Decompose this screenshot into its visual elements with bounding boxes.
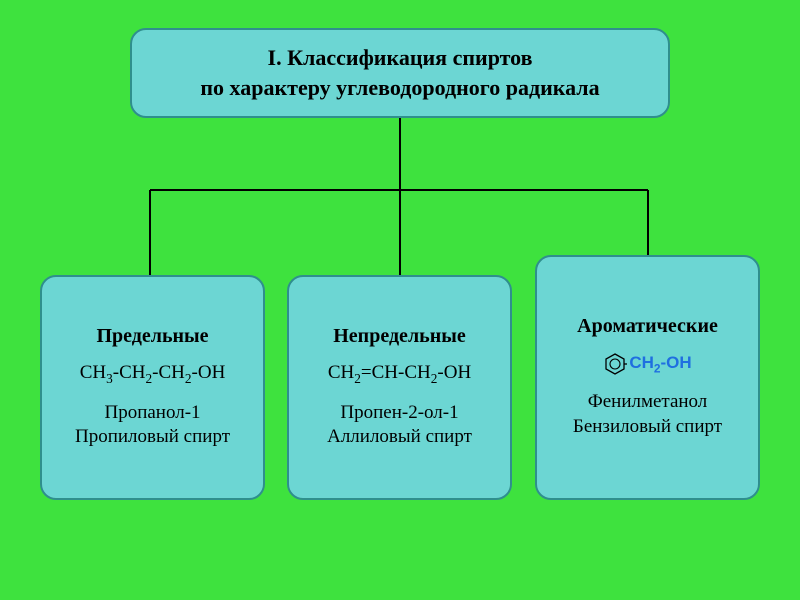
category-title: Непредельные xyxy=(333,325,466,348)
connector-drop-3 xyxy=(647,190,649,255)
compound-name: Пропанол-1 xyxy=(104,401,200,426)
aromatic-formula: CH2-OH xyxy=(603,352,691,376)
connector-drop-1 xyxy=(149,190,151,275)
category-title: Ароматические xyxy=(577,315,718,338)
title-line-2: по характеру углеводородного радикала xyxy=(200,73,599,103)
compound-name: Пропен-2-ол-1 xyxy=(340,401,458,426)
connector-stem xyxy=(399,118,401,190)
benzene-ring-icon xyxy=(603,352,627,376)
title-line-1: I. Классификация спиртов xyxy=(268,43,533,73)
compound-name: Пропиловый спирт xyxy=(75,425,230,450)
category-formula: CH2=CH-CH2-OH xyxy=(328,362,471,387)
compound-name: Фенилметанол xyxy=(588,390,708,415)
category-box-aromatic: Ароматические CH2-OH Фенилметанол Бензил… xyxy=(535,255,760,500)
connector-drop-2 xyxy=(399,190,401,275)
category-box-unsaturated: Непредельные CH2=CH-CH2-OH Пропен-2-ол-1… xyxy=(287,275,512,500)
compound-name: Бензиловый спирт xyxy=(573,415,722,440)
category-formula: CH3-CH2-CH2-OH xyxy=(80,362,226,387)
ch2oh-label: CH2-OH xyxy=(629,353,691,375)
category-box-saturated: Предельные CH3-CH2-CH2-OH Пропанол-1 Про… xyxy=(40,275,265,500)
category-title: Предельные xyxy=(96,325,208,348)
compound-name: Аллиловый спирт xyxy=(327,425,472,450)
diagram-canvas: I. Классификация спиртов по характеру уг… xyxy=(0,0,800,600)
title-box: I. Классификация спиртов по характеру уг… xyxy=(130,28,670,118)
